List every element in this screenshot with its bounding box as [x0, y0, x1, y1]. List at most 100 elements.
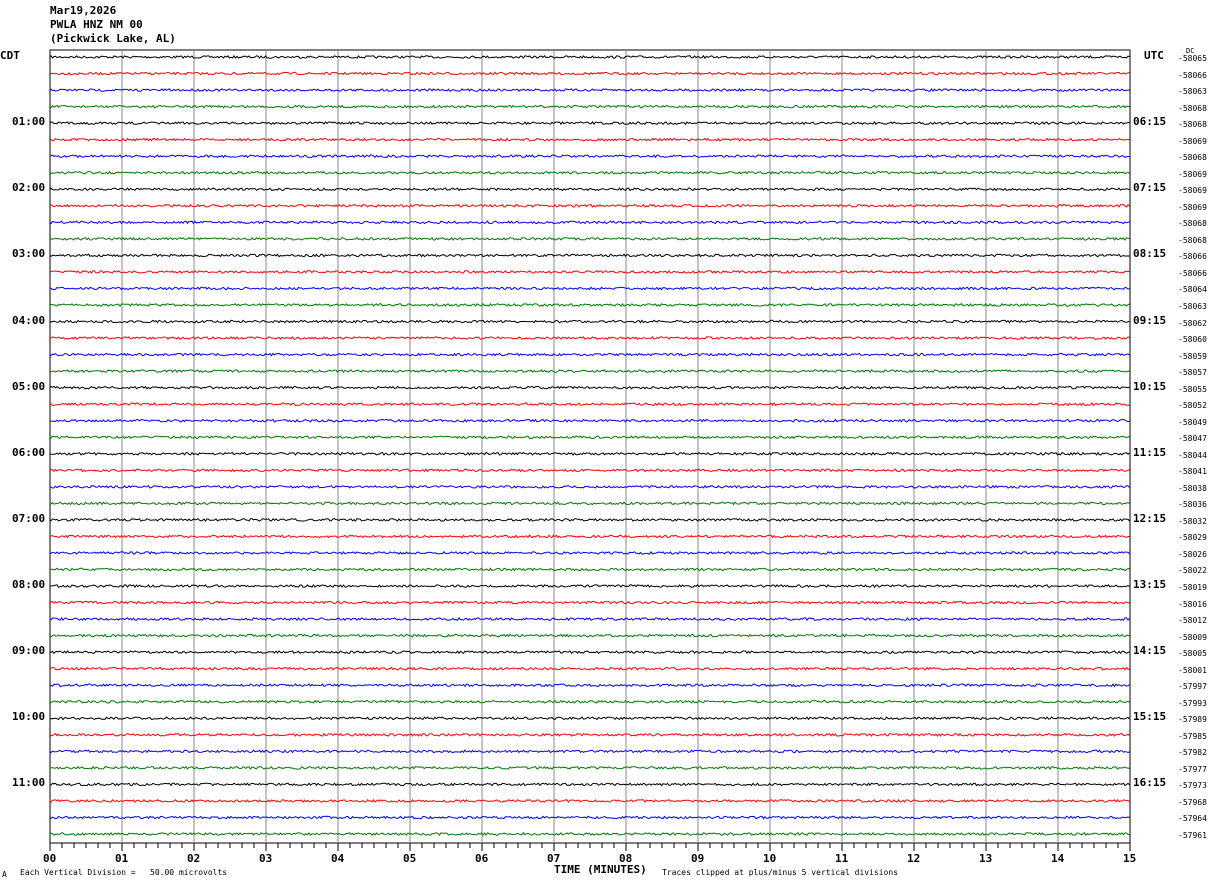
left-time-label: 03:00 — [12, 247, 46, 261]
row-offset-value: -58057 — [1178, 368, 1207, 378]
row-offset-value: -58069 — [1178, 169, 1207, 179]
trace-line — [49, 617, 1130, 622]
row-offset-value: -58068 — [1178, 103, 1207, 113]
right-time-label: 06:15 — [1133, 115, 1167, 129]
row-offset-value: -57985 — [1178, 731, 1207, 741]
row-offset-value: -58022 — [1178, 566, 1207, 576]
trace-line — [49, 699, 1130, 704]
right-time-label: UTC — [1144, 49, 1164, 62]
row-offset-value: -58005 — [1178, 649, 1207, 659]
x-axis-label: TIME (MINUTES) — [554, 863, 647, 876]
trace-line — [49, 187, 1130, 192]
row-offset-value: -58068 — [1178, 120, 1207, 130]
x-tick-label: 04 — [331, 852, 345, 865]
trace-line — [49, 468, 1130, 473]
row-offset-value: -57973 — [1178, 781, 1207, 791]
trace-line — [49, 137, 1130, 142]
left-time-label: 01:00 — [12, 115, 46, 129]
row-offset-value: -58063 — [1178, 87, 1207, 97]
trace-line — [49, 600, 1130, 605]
row-offset-value: -58041 — [1178, 467, 1207, 477]
x-tick-label: 13 — [979, 852, 993, 865]
trace-line — [49, 220, 1130, 225]
trace-line — [49, 550, 1130, 556]
x-tick-label: 01 — [115, 852, 129, 865]
trace-line — [49, 749, 1130, 754]
left-time-label: 06:00 — [12, 445, 46, 459]
row-offset-value: -58038 — [1178, 483, 1207, 493]
corner-mark: A — [2, 870, 7, 879]
x-tick-label: 09 — [691, 852, 705, 865]
trace-line — [49, 831, 1130, 837]
right-time-label: 12:15 — [1133, 511, 1167, 525]
trace-line — [49, 484, 1130, 489]
trace-line — [50, 567, 1130, 572]
trace-line — [49, 501, 1130, 506]
trace-line — [49, 352, 1130, 357]
row-offset-value: -58049 — [1178, 417, 1207, 427]
row-offset-value: -58066 — [1178, 268, 1207, 278]
right-time-label: 10:15 — [1133, 379, 1167, 393]
trace-line — [49, 253, 1130, 258]
row-offset-value: -57968 — [1178, 797, 1207, 807]
row-offset-value: -58069 — [1178, 136, 1207, 146]
trace-line — [49, 286, 1130, 291]
row-offset-value: -58069 — [1178, 186, 1207, 196]
trace-line — [49, 319, 1130, 324]
trace-line — [49, 732, 1130, 737]
trace-line — [49, 666, 1130, 671]
x-tick-label: 00 — [43, 852, 57, 865]
left-time-label: 07:00 — [12, 511, 46, 525]
trace-line — [49, 534, 1130, 539]
left-time-label: 02:00 — [12, 181, 46, 195]
trace-line — [49, 203, 1130, 208]
trace-line — [49, 104, 1130, 109]
trace-line — [49, 336, 1130, 341]
row-offset-value: -57977 — [1178, 764, 1207, 774]
clip-text: Traces clipped at plus/minus 5 vertical … — [662, 868, 899, 877]
trace-line — [49, 782, 1130, 787]
trace-line — [49, 121, 1130, 126]
row-offset-value: -58009 — [1178, 632, 1207, 642]
plot-frame — [49, 49, 1131, 844]
trace-line — [49, 270, 1130, 274]
right-time-label: 07:15 — [1133, 181, 1167, 195]
right-time-label: 16:15 — [1133, 776, 1167, 790]
trace-line — [49, 369, 1130, 374]
trace-line — [50, 765, 1130, 771]
row-offset-value: -58055 — [1178, 384, 1207, 394]
row-offset-value: -58044 — [1178, 450, 1207, 460]
right-time-label: 11:15 — [1133, 445, 1167, 459]
row-offset-value: -58066 — [1178, 70, 1207, 80]
right-time-label: 09:15 — [1133, 313, 1167, 327]
row-offset-value: -58059 — [1178, 351, 1207, 361]
row-offset-value: -58052 — [1178, 401, 1207, 411]
row-offset-value: -57964 — [1178, 814, 1207, 824]
x-tick-label: 14 — [1051, 852, 1065, 865]
row-offset-value: -57993 — [1178, 698, 1207, 708]
row-offset-value: -58068 — [1178, 153, 1207, 163]
row-offset-value: -58012 — [1178, 616, 1207, 626]
scale-text: Each Vertical Division = 50.00 microvolt… — [20, 868, 228, 877]
row-offset-value: -58060 — [1178, 335, 1207, 345]
trace-line — [49, 451, 1130, 456]
dc-label: DC — [1186, 47, 1195, 55]
row-offset-value: -57989 — [1178, 715, 1207, 725]
row-offset-value: -58063 — [1178, 301, 1207, 311]
row-offset-value: -58036 — [1178, 500, 1207, 510]
row-offset-value: -58001 — [1178, 665, 1207, 675]
left-time-label: 09:00 — [12, 644, 46, 658]
trace-line — [49, 87, 1130, 92]
x-tick-label: 10 — [763, 852, 777, 865]
trace-line — [49, 435, 1130, 440]
left-time-label: 08:00 — [12, 578, 46, 592]
row-offset-value: -58047 — [1178, 434, 1207, 444]
trace-line — [49, 716, 1130, 721]
trace-line — [49, 650, 1130, 655]
trace-line — [49, 517, 1130, 522]
trace-line — [49, 385, 1130, 390]
row-offset-value: -57961 — [1178, 831, 1207, 840]
row-offset-value: -58068 — [1178, 235, 1207, 245]
row-offset-value: -58069 — [1178, 202, 1207, 212]
